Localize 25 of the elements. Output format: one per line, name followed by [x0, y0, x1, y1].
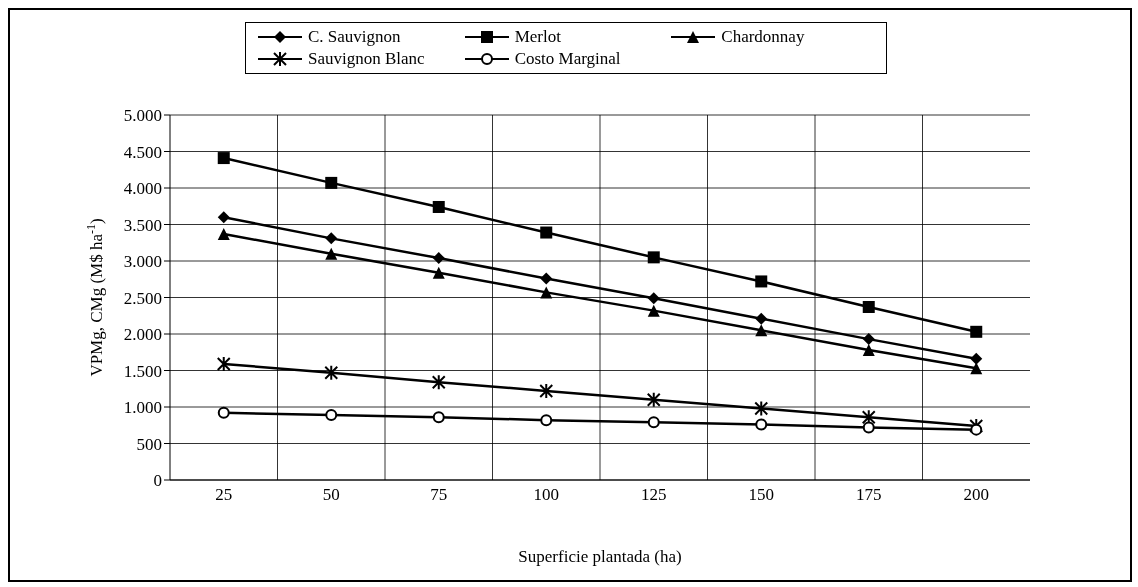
- y-tick-label: 500: [136, 434, 162, 454]
- x-tick-label: 75: [430, 485, 448, 505]
- y-tick-label: 4.000: [123, 179, 162, 199]
- y-tick-label: 3.000: [123, 252, 162, 272]
- x-tick-label: 125: [641, 485, 667, 505]
- x-tick-label: 175: [856, 485, 882, 505]
- legend-label: Chardonnay: [721, 27, 805, 47]
- legend-label: Merlot: [514, 27, 561, 47]
- y-tick-label: 1.500: [123, 361, 162, 381]
- y-tick-label: 0: [153, 471, 162, 491]
- y-tick-label: 2.000: [123, 325, 162, 345]
- y-tick-label: 4.500: [123, 142, 162, 162]
- y-tick-label: 5.000: [123, 106, 162, 126]
- y-tick-label: 3.500: [123, 215, 162, 235]
- x-axis-title: Superficie plantada (ha): [518, 547, 682, 566]
- x-tick-label: 100: [533, 485, 559, 505]
- legend-label: Sauvignon Blanc: [308, 49, 425, 69]
- legend-label: C. Sauvignon: [308, 27, 401, 47]
- y-tick-label: 1.000: [123, 398, 162, 418]
- x-tick-label: 25: [215, 485, 233, 505]
- x-tick-label: 50: [322, 485, 340, 505]
- y-tick-label: 2.500: [123, 288, 162, 308]
- legend-label: Costo Marginal: [514, 49, 621, 69]
- x-tick-label: 200: [963, 485, 989, 505]
- x-tick-label: 150: [748, 485, 774, 505]
